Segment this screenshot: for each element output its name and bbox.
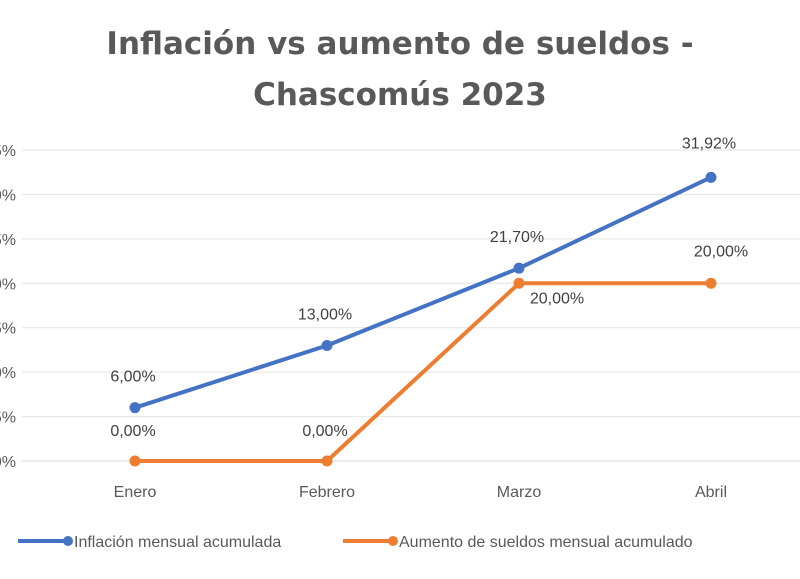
data-point-sueldos	[513, 277, 525, 289]
y-tick-label: 15%	[0, 321, 16, 338]
y-tick-label: 35%	[0, 143, 16, 160]
data-point-inflacion	[513, 262, 525, 274]
data-point-inflacion	[129, 402, 141, 414]
chart-title-line-1: Inflación vs aumento de sueldos -	[106, 26, 694, 62]
x-tick-label: Enero	[114, 484, 157, 501]
data-point-sueldos	[705, 277, 717, 289]
data-point-sueldos	[321, 455, 333, 467]
chart-title-line-2: Chascomús 2023	[253, 77, 547, 113]
legend-label-sueldos: Aumento de sueldos mensual acumulado	[399, 534, 693, 551]
data-point-inflacion	[705, 171, 717, 183]
y-tick-label: 25%	[0, 232, 16, 249]
series-line-inflacion	[133, 175, 713, 410]
data-label-inflacion: 21,70%	[490, 229, 544, 246]
y-tick-label: 10%	[0, 365, 16, 382]
data-label-inflacion: 31,92%	[682, 135, 736, 152]
x-tick-label: Marzo	[497, 484, 542, 501]
data-label-sueldos: 20,00%	[530, 290, 584, 307]
data-label-sueldos: 0,00%	[110, 423, 155, 440]
legend-label-inflacion: Inflación mensual acumulada	[74, 534, 281, 551]
y-tick-label: 0%	[0, 454, 16, 471]
data-label-inflacion: 13,00%	[298, 306, 352, 323]
x-tick-label: Febrero	[299, 484, 355, 501]
data-label-inflacion: 6,00%	[110, 369, 155, 386]
x-tick-label: Abril	[695, 484, 727, 501]
series-line-sueldos	[133, 281, 713, 463]
data-point-inflacion	[321, 339, 333, 351]
data-label-sueldos: 20,00%	[694, 243, 748, 260]
data-point-sueldos	[129, 455, 141, 467]
legend-marker-inflacion	[63, 536, 73, 546]
y-tick-label: 30%	[0, 187, 16, 204]
y-tick-label: 20%	[0, 276, 16, 293]
y-tick-label: 5%	[0, 410, 16, 427]
data-label-sueldos: 0,00%	[302, 423, 347, 440]
legend-marker-sueldos	[388, 536, 398, 546]
